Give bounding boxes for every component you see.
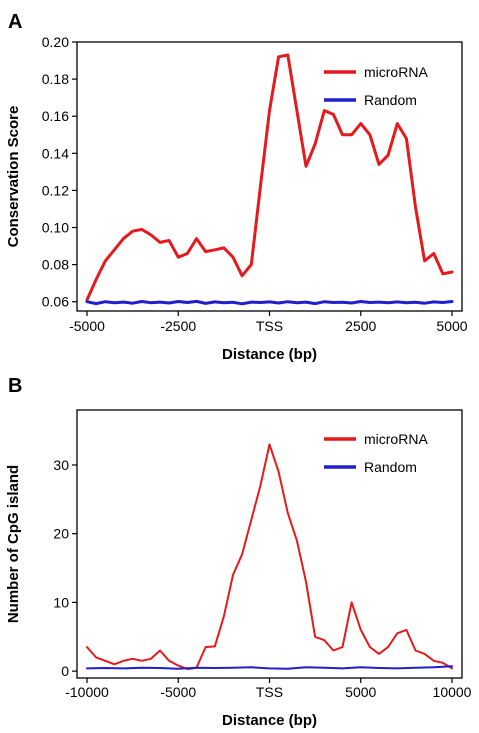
- plot-frame: [76, 41, 463, 312]
- legend-label-random: Random: [364, 459, 417, 475]
- y-tick-label: 0.12: [42, 182, 69, 198]
- y-tick-label: 0.16: [42, 108, 69, 124]
- y-tick-label: 0.06: [42, 294, 69, 310]
- plot-frame: [76, 409, 463, 679]
- panel-letter-b: B: [8, 375, 22, 397]
- y-tick-label: 30: [53, 457, 69, 473]
- y-axis-title: Number of CpG island: [5, 465, 22, 623]
- legend-label-random: Random: [364, 92, 417, 108]
- y-tick-label: 0.20: [42, 34, 69, 50]
- x-tick-label: TSS: [256, 684, 283, 700]
- x-tick-label: -5000: [160, 684, 196, 700]
- series-line-random: [86, 665, 453, 670]
- y-axis-title: Conservation Score: [5, 106, 22, 248]
- series-line-microrna: [85, 53, 454, 302]
- legend-label-microrna: microRNA: [364, 431, 428, 447]
- x-axis-title: Distance (bp): [222, 346, 317, 363]
- legend-label-microrna: microRNA: [364, 64, 428, 80]
- x-tick-label: -10000: [65, 684, 109, 700]
- x-tick-label: TSS: [256, 318, 283, 334]
- y-tick-label: 0: [61, 663, 69, 679]
- x-tick-label: 2500: [345, 318, 376, 334]
- y-tick-label: 0.18: [42, 71, 69, 87]
- series-line-random: [85, 299, 454, 306]
- x-tick-label: 5000: [345, 684, 376, 700]
- x-tick-label: -2500: [160, 318, 196, 334]
- x-tick-label: 10000: [433, 684, 472, 700]
- y-tick-label: 0.14: [42, 145, 69, 161]
- x-tick-label: -5000: [69, 318, 105, 334]
- y-tick-label: 0.08: [42, 257, 69, 273]
- y-tick-label: 10: [53, 594, 69, 610]
- y-tick-label: 20: [53, 526, 69, 542]
- x-tick-label: 5000: [436, 318, 467, 334]
- series-line-microrna: [86, 443, 453, 671]
- y-tick-label: 0.10: [42, 220, 69, 236]
- panel-letter-a: A: [8, 11, 22, 33]
- chart-panel-a: 0.06 0.08 0.10 0.12 0.14 0.16 0.18 0.20 -5000 -25…: [5, 34, 468, 363]
- x-axis-title: Distance (bp): [222, 712, 317, 729]
- chart-panel-b: 0 10 20 30 -10000 -5000 TSS 5000 10000 Distance (…: [5, 409, 472, 729]
